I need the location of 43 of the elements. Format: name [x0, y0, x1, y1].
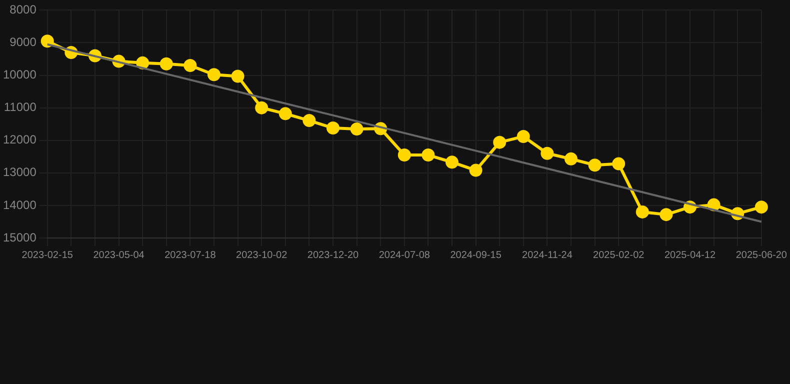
y-tick-label: 15000	[2, 230, 37, 244]
point	[660, 208, 673, 222]
y-tick-label: 12000	[2, 132, 37, 147]
x-tick-label: 2023-10-02	[236, 250, 288, 261]
point	[636, 205, 649, 218]
y-tick-label: 13000	[2, 165, 37, 180]
point	[231, 70, 244, 83]
x-tick-label: 2024-11-24	[522, 250, 573, 261]
point	[446, 156, 458, 169]
point	[302, 114, 316, 128]
point	[516, 130, 530, 143]
y-tick-label: 9000	[10, 35, 37, 50]
point	[612, 157, 626, 170]
point	[588, 158, 602, 172]
x-tick-label: 2025-02-02	[593, 250, 645, 261]
point	[326, 122, 340, 135]
point	[136, 56, 150, 70]
point	[564, 152, 578, 166]
x-tick-label: 2023-07-18	[164, 250, 216, 261]
y-tick-label: 10000	[2, 68, 37, 82]
point	[422, 148, 435, 162]
y-tick-label: 14000	[2, 198, 37, 212]
point	[184, 59, 197, 72]
x-tick-label: 2023-02-15	[22, 250, 74, 261]
point	[398, 148, 411, 162]
x-tick-label: 2025-04-12	[664, 250, 716, 261]
point	[160, 57, 173, 70]
x-tick-label: 2025-06-20	[736, 250, 788, 261]
point	[207, 68, 220, 82]
point	[707, 198, 720, 212]
y-tick-label: 8000	[10, 2, 37, 17]
point	[350, 122, 364, 136]
y-tick-label: 11000	[4, 100, 37, 114]
point	[493, 136, 506, 149]
x-tick-label: 2023-12-20	[307, 250, 360, 261]
x-tick-label: 2024-09-15	[450, 250, 502, 261]
point	[469, 164, 482, 177]
x-tick-label: 2024-07-08	[378, 250, 430, 261]
point	[540, 146, 554, 160]
point	[278, 107, 292, 120]
x-tick-label: 2023-05-04	[93, 250, 145, 261]
point	[754, 200, 768, 214]
point	[255, 101, 268, 114]
